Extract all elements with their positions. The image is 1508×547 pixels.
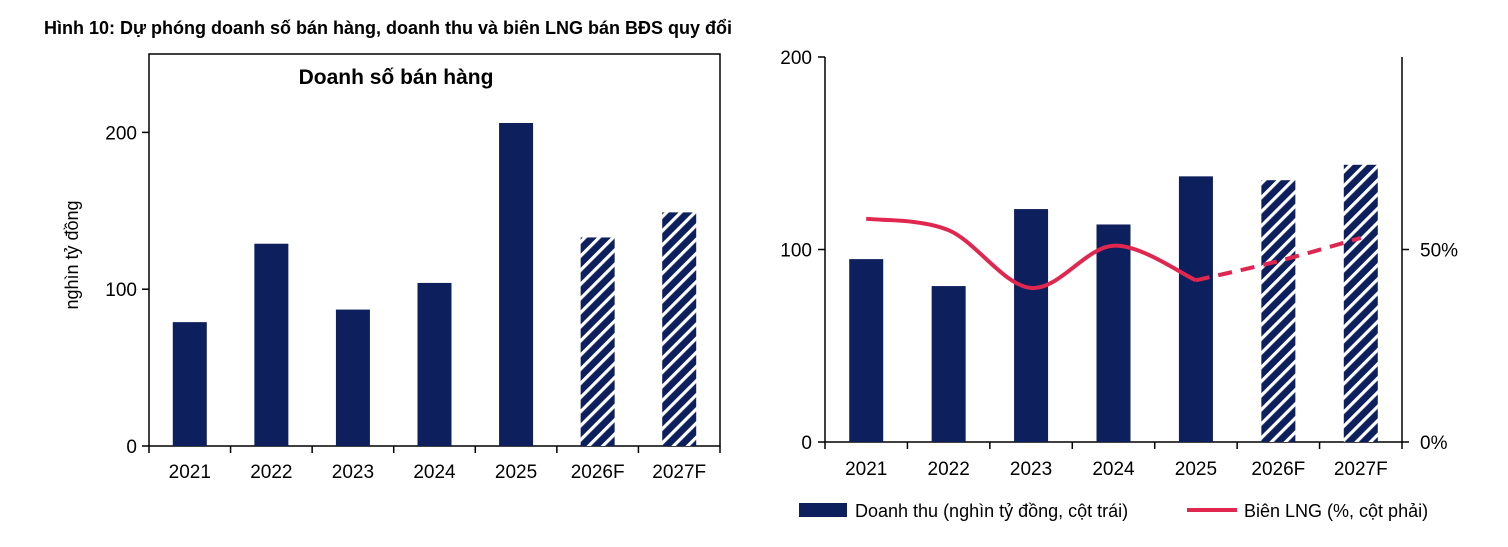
right-xtick-label: 2024 (1092, 459, 1135, 480)
left-xtick-label: 2025 (495, 462, 537, 483)
legend-label-bar: Doanh thu (nghìn tỷ đồng, cột trái) (855, 501, 1128, 521)
right-xtick-label: 2025 (1175, 459, 1217, 480)
left-xtick-label: 2023 (332, 462, 374, 483)
left-xtick-label: 2022 (250, 462, 292, 483)
margin-line-forecast (1195, 235, 1362, 283)
left-ytick-label: 0 (126, 437, 137, 458)
left-y-axis-label: nghìn tỷ đồng (62, 200, 82, 309)
left-bar-2025 (499, 122, 534, 446)
left-bar-2023 (335, 309, 370, 446)
left-bar-2027F (662, 212, 697, 446)
right-right-ytick-label: 0% (1420, 433, 1448, 454)
left-bar-2021 (172, 322, 207, 446)
right-xtick-label: 2022 (928, 459, 970, 480)
right-bar-2022 (931, 286, 966, 442)
right-bar-2024 (1096, 224, 1131, 442)
right-left-ytick-label: 200 (780, 48, 812, 69)
right-bar-2021 (849, 259, 884, 442)
right-chart: 0 100 200 0% 50% 2021 2022 2023 2024 2025 2026F 2… (780, 48, 1458, 480)
right-bar-2023 (1014, 209, 1049, 442)
right-xtick-label: 2026F (1251, 459, 1305, 480)
left-xtick-label: 2026F (571, 462, 625, 483)
left-chart-title: Doanh số bán hàng (299, 66, 494, 89)
right-bar-2026F (1261, 180, 1296, 442)
left-ytick-label: 100 (105, 280, 137, 301)
left-bar-2022 (254, 243, 289, 446)
left-xtick-label: 2027F (652, 462, 706, 483)
right-right-ytick-label: 50% (1420, 241, 1458, 262)
legend-swatch-bar (799, 503, 847, 517)
right-left-ytick-label: 100 (780, 241, 812, 262)
right-left-ytick-label: 0 (801, 433, 812, 454)
left-bar-2026F (580, 237, 615, 446)
right-xtick-label: 2027F (1334, 459, 1388, 480)
margin-line-actual (865, 216, 1197, 291)
legend: Doanh thu (nghìn tỷ đồng, cột trái) Biên… (799, 501, 1428, 521)
left-xtick-label: 2021 (169, 462, 211, 483)
right-xtick-label: 2023 (1010, 459, 1052, 480)
left-bar-2024 (417, 282, 452, 446)
left-xtick-label: 2024 (413, 462, 456, 483)
legend-label-line: Biên LNG (%, cột phải) (1244, 501, 1428, 521)
figure-title: Hình 10: Dự phóng doanh số bán hàng, doa… (44, 18, 733, 38)
right-bar-2025 (1178, 176, 1213, 442)
left-ytick-label: 200 (105, 123, 137, 144)
right-xtick-label: 2021 (845, 459, 887, 480)
left-chart: Doanh số bán hàng nghìn tỷ đồng 0100200 … (62, 53, 721, 483)
right-bar-2027F (1343, 164, 1378, 443)
